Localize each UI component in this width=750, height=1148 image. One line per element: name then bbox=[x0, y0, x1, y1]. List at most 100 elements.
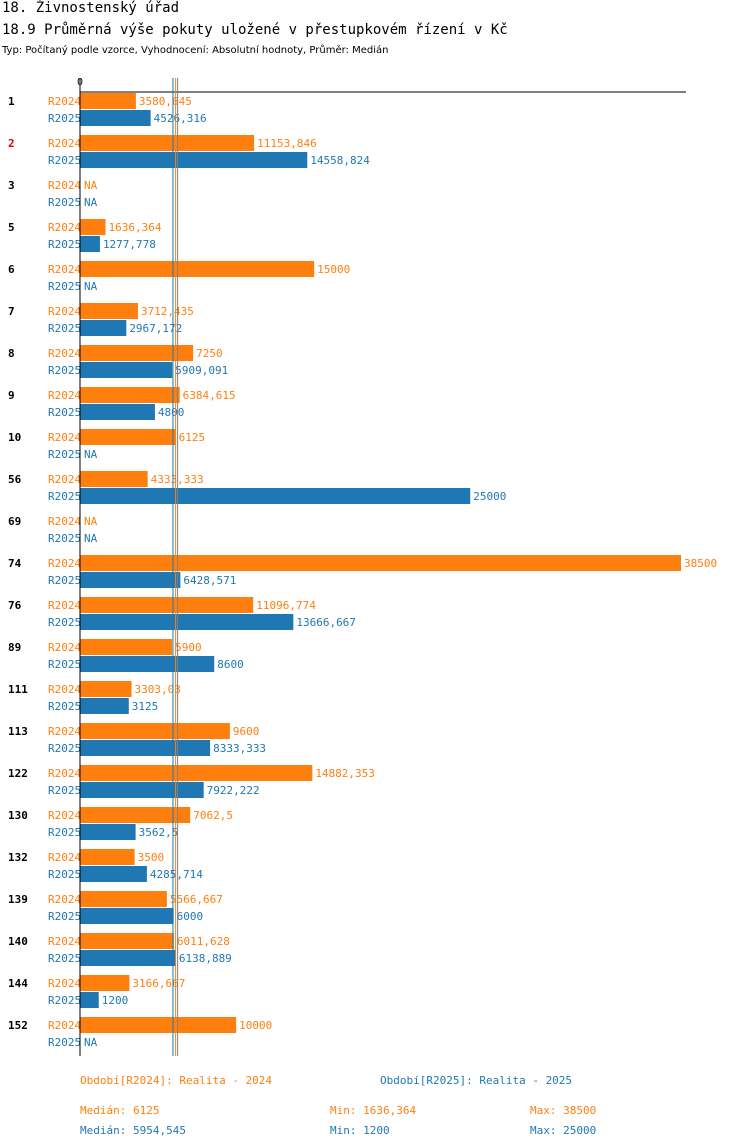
value-label-113-R2025: 8333,333 bbox=[213, 742, 266, 755]
series-label-5-R2025: R2025 bbox=[48, 238, 81, 251]
bar-76-R2025 bbox=[80, 614, 294, 630]
series-label-113-R2024: R2024 bbox=[48, 725, 81, 738]
series-label-8-R2025: R2025 bbox=[48, 364, 81, 377]
series-label-1-R2024: R2024 bbox=[48, 95, 81, 108]
bar-139-R2024 bbox=[80, 891, 167, 907]
bar-2-R2025 bbox=[80, 152, 308, 168]
bar-8-R2024 bbox=[80, 345, 194, 361]
group-label-5: 5 bbox=[8, 221, 15, 234]
value-label-139-R2024: 5566,667 bbox=[170, 893, 223, 906]
value-label-139-R2025: 6000 bbox=[177, 910, 204, 923]
group-label-89: 89 bbox=[8, 641, 21, 654]
series-label-122-R2025: R2025 bbox=[48, 784, 81, 797]
value-label-74-R2025: 6428,571 bbox=[183, 574, 236, 587]
bar-111-R2025 bbox=[80, 698, 129, 714]
bar-130-R2024 bbox=[80, 807, 191, 823]
bar-89-R2024 bbox=[80, 639, 173, 655]
series-label-6-R2025: R2025 bbox=[48, 280, 81, 293]
bar-113-R2024 bbox=[80, 723, 230, 739]
bar-74-R2025 bbox=[80, 572, 181, 588]
value-label-122-R2024: 14882,353 bbox=[315, 767, 375, 780]
bar-122-R2024 bbox=[80, 765, 313, 781]
bar-132-R2024 bbox=[80, 849, 135, 865]
bar-111-R2024 bbox=[80, 681, 132, 697]
group-label-130: 130 bbox=[8, 809, 28, 822]
series-label-89-R2024: R2024 bbox=[48, 641, 81, 654]
series-label-140-R2024: R2024 bbox=[48, 935, 81, 948]
value-label-130-R2024: 7062,5 bbox=[193, 809, 233, 822]
series-label-8-R2024: R2024 bbox=[48, 347, 81, 360]
series-label-10-R2024: R2024 bbox=[48, 431, 81, 444]
bar-5-R2025 bbox=[80, 236, 100, 252]
value-label-140-R2024: 6011,628 bbox=[177, 935, 230, 948]
group-label-8: 8 bbox=[8, 347, 15, 360]
bar-7-R2025 bbox=[80, 320, 127, 336]
value-label-132-R2025: 4285,714 bbox=[150, 868, 203, 881]
stat-max-r2025: Max: 25000 bbox=[530, 1124, 597, 1137]
series-label-3-R2025: R2025 bbox=[48, 196, 81, 209]
bar-152-R2024 bbox=[80, 1017, 237, 1033]
series-label-10-R2025: R2025 bbox=[48, 448, 81, 461]
bar-1-R2025 bbox=[80, 110, 151, 126]
value-label-152-R2024: 10000 bbox=[239, 1019, 272, 1032]
value-label-10-R2024: 6125 bbox=[179, 431, 206, 444]
value-label-9-R2024: 6384,615 bbox=[183, 389, 236, 402]
bar-7-R2024 bbox=[80, 303, 138, 319]
bar-132-R2025 bbox=[80, 866, 147, 882]
value-label-76-R2024: 11096,774 bbox=[256, 599, 316, 612]
value-label-6-R2024: 15000 bbox=[317, 263, 350, 276]
bar-140-R2024 bbox=[80, 933, 174, 949]
stat-min-r2025: Min: 1200 bbox=[330, 1124, 390, 1137]
chart-info: Typ: Počítaný podle vzorce, Vyhodnocení:… bbox=[2, 45, 389, 56]
group-label-140: 140 bbox=[8, 935, 28, 948]
group-label-144: 144 bbox=[8, 977, 28, 990]
value-label-2-R2025: 14558,824 bbox=[310, 154, 370, 167]
series-label-3-R2024: R2024 bbox=[48, 179, 81, 192]
group-label-6: 6 bbox=[8, 263, 15, 276]
series-label-76-R2025: R2025 bbox=[48, 616, 81, 629]
value-label-1-R2025: 4526,316 bbox=[154, 112, 207, 125]
series-label-69-R2024: R2024 bbox=[48, 515, 81, 528]
series-label-56-R2025: R2025 bbox=[48, 490, 81, 503]
bar-76-R2024 bbox=[80, 597, 254, 613]
legend-period-r2024: Období[R2024]: Realita - 2024 bbox=[80, 1074, 273, 1087]
group-label-132: 132 bbox=[8, 851, 28, 864]
group-label-74: 74 bbox=[8, 557, 22, 570]
chart-title: 18.9 Průměrná výše pokuty uložené v přes… bbox=[2, 22, 508, 38]
legend-period-r2025: Období[R2025]: Realita - 2025 bbox=[380, 1074, 573, 1087]
value-label-130-R2025: 3562,5 bbox=[139, 826, 179, 839]
bar-2-R2024 bbox=[80, 135, 255, 151]
series-label-113-R2025: R2025 bbox=[48, 742, 81, 755]
value-label-7-R2025: 2967,172 bbox=[129, 322, 182, 335]
group-label-111: 111 bbox=[8, 683, 28, 696]
series-label-144-R2024: R2024 bbox=[48, 977, 81, 990]
group-label-69: 69 bbox=[8, 515, 21, 528]
bar-144-R2025 bbox=[80, 992, 99, 1008]
group-label-7: 7 bbox=[8, 305, 15, 318]
series-label-139-R2024: R2024 bbox=[48, 893, 81, 906]
value-label-56-R2025: 25000 bbox=[473, 490, 506, 503]
series-label-2-R2024: R2024 bbox=[48, 137, 81, 150]
value-label-9-R2025: 4800 bbox=[158, 406, 185, 419]
value-label-7-R2024: 3712,435 bbox=[141, 305, 194, 318]
bar-9-R2024 bbox=[80, 387, 180, 403]
stat-median-r2024: Medián: 6125 bbox=[80, 1104, 160, 1117]
bar-140-R2025 bbox=[80, 950, 176, 966]
group-label-56: 56 bbox=[8, 473, 22, 486]
group-label-113: 113 bbox=[8, 725, 28, 738]
bar-56-R2025 bbox=[80, 488, 471, 504]
series-label-144-R2025: R2025 bbox=[48, 994, 81, 1007]
value-label-111-R2025: 3125 bbox=[132, 700, 159, 713]
bar-1-R2024 bbox=[80, 93, 136, 109]
bar-113-R2025 bbox=[80, 740, 211, 756]
stat-min-r2024: Min: 1636,364 bbox=[330, 1104, 417, 1117]
bar-5-R2024 bbox=[80, 219, 106, 235]
value-label-5-R2025: 1277,778 bbox=[103, 238, 156, 251]
series-label-111-R2024: R2024 bbox=[48, 683, 81, 696]
group-label-139: 139 bbox=[8, 893, 28, 906]
value-label-6-R2025: NA bbox=[84, 280, 98, 293]
bar-130-R2025 bbox=[80, 824, 136, 840]
bar-chart: 01R20243580,645R20254526,3162R202411153,… bbox=[8, 77, 717, 1056]
series-label-152-R2025: R2025 bbox=[48, 1036, 81, 1049]
value-label-69-R2025: NA bbox=[84, 532, 98, 545]
